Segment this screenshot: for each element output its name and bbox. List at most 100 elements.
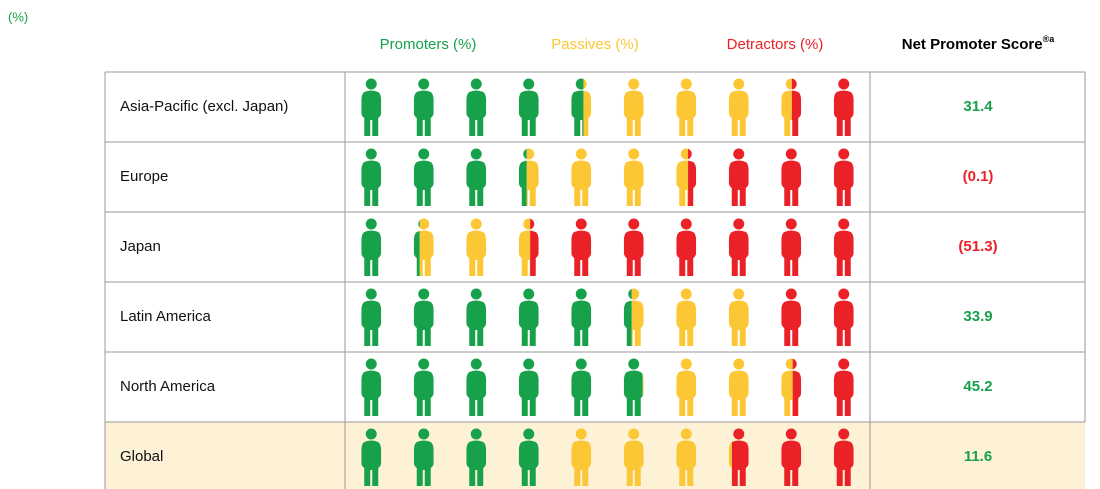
person-icon [518,218,539,276]
icon-segment [623,218,644,276]
icon-segment [791,78,802,136]
person-icon [571,288,592,346]
column-header: Detractors (%) [727,36,824,53]
person-icon [623,78,644,136]
icon-segment [631,288,644,346]
icon-segment [466,288,487,346]
column-header: Passives (%) [551,36,639,53]
person-icon [833,358,854,416]
person-icon [676,428,697,486]
icon-segment [413,428,434,486]
person-icon [623,148,644,206]
row-label: Latin America [120,308,212,325]
person-icon [833,218,854,276]
icon-segment [413,358,434,416]
icon-segment [466,78,487,136]
person-icon [466,358,487,416]
person-icon [361,218,382,276]
column-header: Net Promoter Score®a [902,34,1056,53]
icon-segment [728,78,749,136]
person-icon [781,218,802,276]
score-label: 31.4 [963,98,993,115]
person-icon [623,288,644,346]
icon-segment [676,288,697,346]
icon-segment [781,218,802,276]
icon-segment [833,78,854,136]
icon-segment [466,218,487,276]
person-icon [466,288,487,346]
icon-segment [833,428,854,486]
person-icon [518,358,539,416]
person-icon [466,218,487,276]
person-icon [781,358,802,416]
icon-segment [728,358,749,416]
icon-segment [623,428,644,486]
person-icon [413,288,434,346]
person-icon [466,78,487,136]
person-icon [361,288,382,346]
icon-segment [781,148,802,206]
person-icon [781,288,802,346]
icon-segment [833,218,854,276]
icon-segment [676,358,697,416]
score-label: 45.2 [963,378,992,395]
person-icon [361,428,382,486]
icon-segment [571,358,592,416]
icon-segment [728,148,749,206]
person-icon [623,358,644,416]
icon-segment [518,78,539,136]
row-label: Asia-Pacific (excl. Japan) [120,98,288,115]
icon-segment [781,78,792,136]
icon-segment [676,148,689,206]
person-icon [728,218,749,276]
icon-segment [466,428,487,486]
icon-segment [518,358,539,416]
icon-segment [413,288,434,346]
row-label: Europe [120,168,168,185]
highlight-row [105,422,1085,489]
person-icon [728,358,749,416]
person-icon [676,358,697,416]
person-icon [833,288,854,346]
icon-segment [623,78,644,136]
icon-segment [792,358,802,416]
icon-segment [781,288,802,346]
icon-segment [623,358,643,416]
person-icon [361,358,382,416]
icon-segment [413,148,434,206]
person-icon [571,428,592,486]
person-icon [518,428,539,486]
person-icon [728,78,749,136]
person-icon [518,148,539,206]
icon-segment [518,218,531,276]
icon-segment [571,148,592,206]
icon-segment [571,78,584,136]
icon-segment [361,428,382,486]
icon-segment [623,288,632,346]
score-label: (0.1) [963,168,994,185]
row-label: Japan [120,238,161,255]
person-icon [781,78,802,136]
person-icon [413,358,434,416]
person-icon [571,358,592,416]
icon-segment [583,78,592,136]
column-header: Promoters (%) [380,36,477,53]
icon-segment [781,358,793,416]
icon-segment [361,358,382,416]
person-icon [833,148,854,206]
icon-segment [361,148,382,206]
icon-segment [466,358,487,416]
person-icon [676,288,697,346]
person-icon [833,78,854,136]
person-icon [518,288,539,346]
superscript: ®a [1043,34,1056,44]
score-header: Net Promoter Score [902,36,1043,53]
icon-segment [688,148,697,206]
person-icon [571,218,592,276]
score-label: 11.6 [964,448,992,465]
icon-segment [413,218,420,276]
person-icon [413,428,434,486]
icon-segment [833,288,854,346]
icon-segment [781,428,802,486]
